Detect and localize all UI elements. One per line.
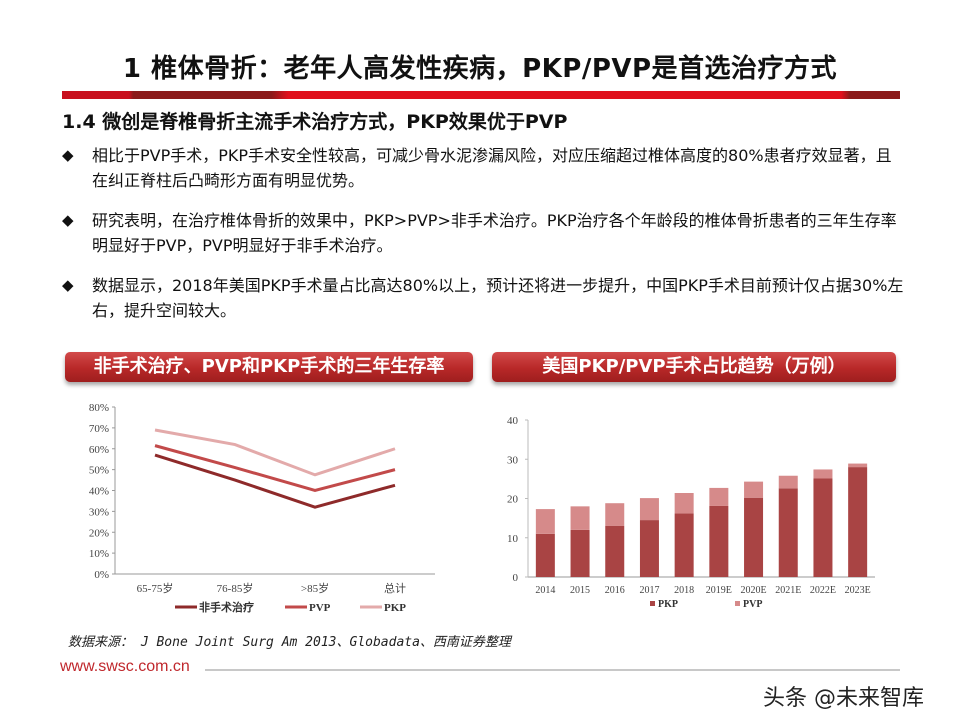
- bar-chart-title-banner: 美国PKP/PVP手术占比趋势（万例）: [492, 352, 896, 382]
- page-title: 1 椎体骨折：老年人高发性疾病，PKP/PVP是首选治疗方式: [122, 54, 838, 84]
- line-series: [154, 444, 396, 493]
- bullet-item: ◆ 数据显示，2018年美国PKP手术量占比高达80%以上，预计还将进一步提升，…: [62, 273, 907, 323]
- survival-line-chart: 0% 10% 20% 30% 40% 50% 60% 70% 80% 65-75岁 76-85岁 >8…: [89, 402, 435, 614]
- section-subtitle: 1.4 微创是脊椎骨折主流手术治疗方式，PKP效果优于PVP: [62, 111, 568, 133]
- bar-segment: [848, 467, 868, 577]
- x-tick-label: 2015: [570, 585, 590, 596]
- legend-label: 非手术治疗: [199, 600, 254, 614]
- x-tick-label: 总计: [384, 581, 406, 595]
- y-tick-label: 0%: [94, 569, 109, 581]
- legend-label: PKP: [658, 599, 678, 610]
- x-tick-label: 2014: [535, 585, 555, 596]
- bullet-item: ◆ 研究表明，在治疗椎体骨折的效果中，PKP>PVP>非手术治疗。PKP治疗各个…: [62, 208, 907, 258]
- y-tick-label: 30: [507, 454, 519, 466]
- x-tick-label: 2021E: [775, 585, 801, 596]
- y-tick-label: 70%: [89, 423, 109, 435]
- bullet-text: 数据显示，2018年美国PKP手术量占比高达80%以上，预计还将进一步提升，中国…: [92, 276, 904, 320]
- bar-segment: [570, 506, 590, 530]
- y-tick-label: 10%: [89, 548, 109, 560]
- bullet-text: 相比于PVP手术，PKP手术安全性较高，可减少骨水泥渗漏风险，对应压缩超过椎体高…: [92, 146, 892, 190]
- bar-segment: [848, 463, 868, 468]
- bullet-list: ◆ 相比于PVP手术，PKP手术安全性较高，可减少骨水泥渗漏风险，对应压缩超过椎…: [62, 143, 907, 338]
- y-tick-label: 0: [513, 572, 519, 584]
- y-tick-label: 80%: [89, 402, 109, 414]
- line-chart-title-banner: 非手术治疗、PVP和PKP手术的三年生存率: [65, 352, 473, 382]
- bar-segment: [709, 487, 729, 506]
- bar-segment: [674, 493, 694, 514]
- y-tick-label: 20: [507, 494, 519, 506]
- bar-segment: [744, 497, 764, 577]
- x-tick-label: 76-85岁: [217, 581, 254, 595]
- title-divider: [62, 91, 900, 99]
- y-tick-label: 40: [507, 415, 519, 427]
- x-tick-label: 2020E: [740, 585, 766, 596]
- diamond-bullet-icon: ◆: [62, 211, 74, 229]
- x-tick-label: 2016: [605, 585, 625, 596]
- x-tick-label: >85岁: [301, 581, 329, 595]
- bar-segment: [744, 481, 764, 498]
- line-series: [154, 428, 396, 477]
- legend-label: PVP: [309, 602, 331, 614]
- bar-segment: [778, 488, 798, 577]
- bar-segment: [778, 475, 798, 489]
- legend-label: PKP: [384, 602, 406, 614]
- y-tick-label: 50%: [89, 465, 109, 477]
- bar-segment: [605, 525, 625, 577]
- y-tick-label: 20%: [89, 527, 109, 539]
- footer-divider: [205, 669, 900, 671]
- x-tick-label: 2022E: [810, 585, 836, 596]
- legend-swatch: [735, 601, 740, 606]
- bar-segment: [570, 529, 590, 577]
- bar-segment: [813, 478, 833, 577]
- watermark-text: 头条 @未来智库: [763, 686, 924, 711]
- y-tick-label: 10: [507, 533, 519, 545]
- x-tick-label: 2018: [674, 585, 694, 596]
- x-tick-label: 2017: [639, 585, 659, 596]
- bar-segment: [605, 503, 625, 526]
- diamond-bullet-icon: ◆: [62, 276, 74, 294]
- x-tick-label: 65-75岁: [137, 581, 174, 595]
- line-series: [154, 453, 396, 509]
- legend-swatch: [650, 601, 655, 606]
- bar-segment: [639, 498, 659, 521]
- y-tick-label: 30%: [89, 506, 109, 518]
- bar-segment: [535, 533, 555, 577]
- bullet-text: 研究表明，在治疗椎体骨折的效果中，PKP>PVP>非手术治疗。PKP治疗各个年龄…: [92, 211, 897, 255]
- x-tick-label: 2019E: [706, 585, 732, 596]
- diamond-bullet-icon: ◆: [62, 146, 74, 164]
- bar-segment: [535, 509, 555, 534]
- y-tick-label: 60%: [89, 444, 109, 456]
- data-source-note: 数据来源： J Bone Joint Surg Am 2013、Globadat…: [68, 635, 511, 650]
- bar-segment: [709, 505, 729, 577]
- legend-label: PVP: [743, 599, 762, 610]
- bar-segment: [813, 469, 833, 479]
- bar-segment: [674, 513, 694, 577]
- bar-segment: [639, 520, 659, 577]
- footer-website-link[interactable]: www.swsc.com.cn: [60, 658, 190, 675]
- bullet-item: ◆ 相比于PVP手术，PKP手术安全性较高，可减少骨水泥渗漏风险，对应压缩超过椎…: [62, 143, 907, 193]
- pkp-pvp-bar-chart: 0 10 20 30 40 2014 2015 2016 2017 2018 2019E 2020E 2…: [507, 415, 875, 610]
- y-tick-label: 40%: [89, 486, 109, 498]
- x-tick-label: 2023E: [845, 585, 871, 596]
